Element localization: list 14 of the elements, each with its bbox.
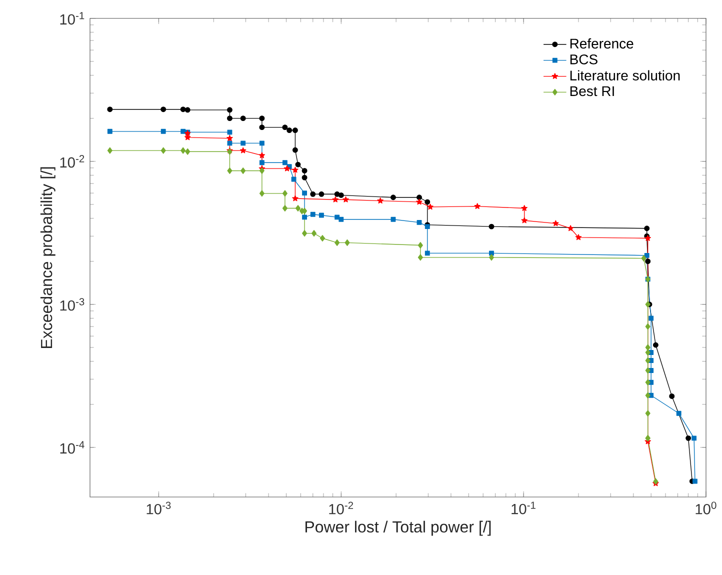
legend-label: Best RI (570, 86, 614, 96)
y-tick-label: 10$^{-2}$ (60, 155, 84, 168)
x-tick-label: 10$^{-1}$ (512, 502, 536, 514)
y-tick-label: 10$^{-4}$ (60, 441, 84, 454)
y-tick-label: 10$^{-1}$ (60, 12, 84, 25)
x-tick-label: 10$^{-3}$ (146, 502, 171, 514)
legend-label: BCS (570, 54, 598, 64)
legend-label: Reference (570, 38, 634, 49)
y-tick-label: 10$^{-3}$ (60, 298, 84, 311)
legend-label: Literature solution (570, 70, 680, 80)
x-tick-label: 10$^{-2}$ (329, 502, 354, 514)
x-axis-title: Power lost / Total power [/] (306, 520, 491, 536)
x-tick-label: 10$^{0}$ (696, 502, 716, 514)
y-axis-title: Exceedance probability [/] (40, 167, 56, 348)
